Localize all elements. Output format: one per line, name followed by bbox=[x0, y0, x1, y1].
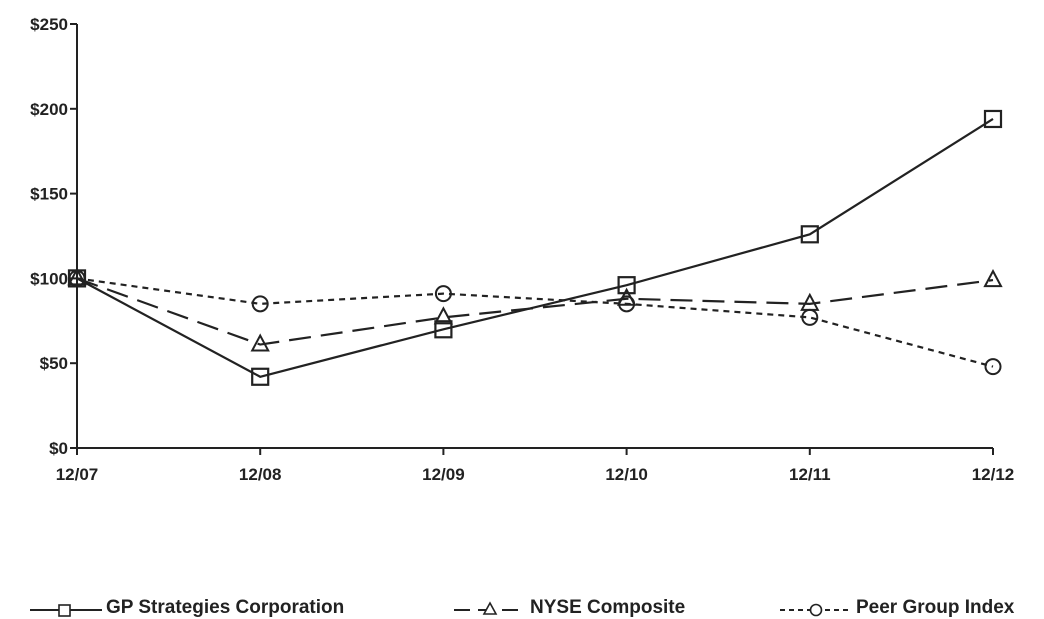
legend-item-nyse-composite: NYSE Composite bbox=[454, 596, 685, 619]
legend-label-peer-group: Peer Group Index bbox=[856, 596, 1015, 618]
marker-triangle bbox=[983, 268, 1003, 288]
x-tick-label: 12/11 bbox=[789, 465, 831, 484]
series-line-1 bbox=[76, 277, 994, 346]
x-tick-label: 12/07 bbox=[56, 465, 99, 484]
marker-circle bbox=[801, 308, 819, 326]
y-tick-label: $150 bbox=[30, 185, 68, 204]
marker-circle bbox=[68, 269, 86, 287]
marker-square bbox=[800, 225, 819, 244]
marker-triangle bbox=[250, 333, 270, 352]
legend-label-nyse-composite: NYSE Composite bbox=[530, 596, 686, 618]
legend-item-peer-group: Peer Group Index bbox=[780, 596, 1014, 619]
series-lines bbox=[76, 118, 994, 378]
y-tick-label: $200 bbox=[30, 100, 68, 119]
marker-square bbox=[251, 367, 270, 386]
legend-label-gp-strategies: GP Strategies Corporation bbox=[106, 596, 345, 618]
marker-circle bbox=[984, 358, 1002, 376]
series-line-2 bbox=[76, 277, 994, 368]
legend-swatch-circle bbox=[780, 603, 852, 616]
marker-square bbox=[617, 276, 636, 295]
marker-triangle bbox=[433, 306, 454, 325]
y-tick-label: $50 bbox=[40, 354, 68, 373]
y-tick-label: $250 bbox=[30, 15, 68, 34]
legend-item-gp-strategies: GP Strategies Corporation bbox=[30, 596, 344, 619]
x-tick-label: 12/10 bbox=[605, 465, 648, 484]
line-chart: $0 $50 $100 $150 $200 $250 12/07 12/08 12/09 12/1… bbox=[30, 15, 1014, 484]
series-markers bbox=[67, 109, 1003, 386]
marker-circle bbox=[251, 295, 269, 313]
x-tick-label: 12/09 bbox=[422, 465, 465, 484]
marker-triangle bbox=[67, 267, 87, 286]
chart-legend: GP Strategies Corporation NYSE Composite… bbox=[0, 596, 1044, 619]
legend-swatch-square bbox=[30, 603, 102, 617]
legend-swatch-triangle bbox=[454, 600, 526, 615]
marker-square bbox=[434, 320, 453, 339]
series-line-0 bbox=[76, 118, 994, 378]
x-tick-label: 12/12 bbox=[972, 465, 1015, 484]
y-tick-label: $0 bbox=[49, 439, 68, 458]
tick-labels: $0 $50 $100 $150 $200 $250 12/07 12/08 12/09 12/1… bbox=[30, 15, 1014, 484]
marker-circle bbox=[434, 285, 452, 303]
chart-axes bbox=[70, 23, 994, 455]
x-tick-label: 12/08 bbox=[239, 465, 282, 484]
marker-square bbox=[983, 109, 1003, 129]
marker-circle bbox=[618, 295, 636, 313]
y-tick-label: $100 bbox=[30, 269, 68, 288]
